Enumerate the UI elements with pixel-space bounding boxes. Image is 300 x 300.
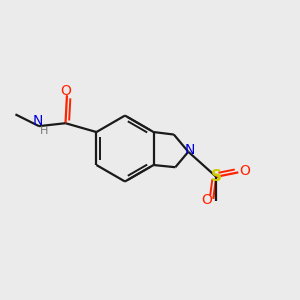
Text: N: N: [184, 143, 195, 157]
Text: O: O: [60, 84, 71, 98]
Text: S: S: [211, 169, 222, 184]
Text: H: H: [40, 126, 49, 136]
Text: N: N: [33, 114, 43, 128]
Text: O: O: [239, 164, 250, 178]
Text: O: O: [201, 193, 212, 207]
